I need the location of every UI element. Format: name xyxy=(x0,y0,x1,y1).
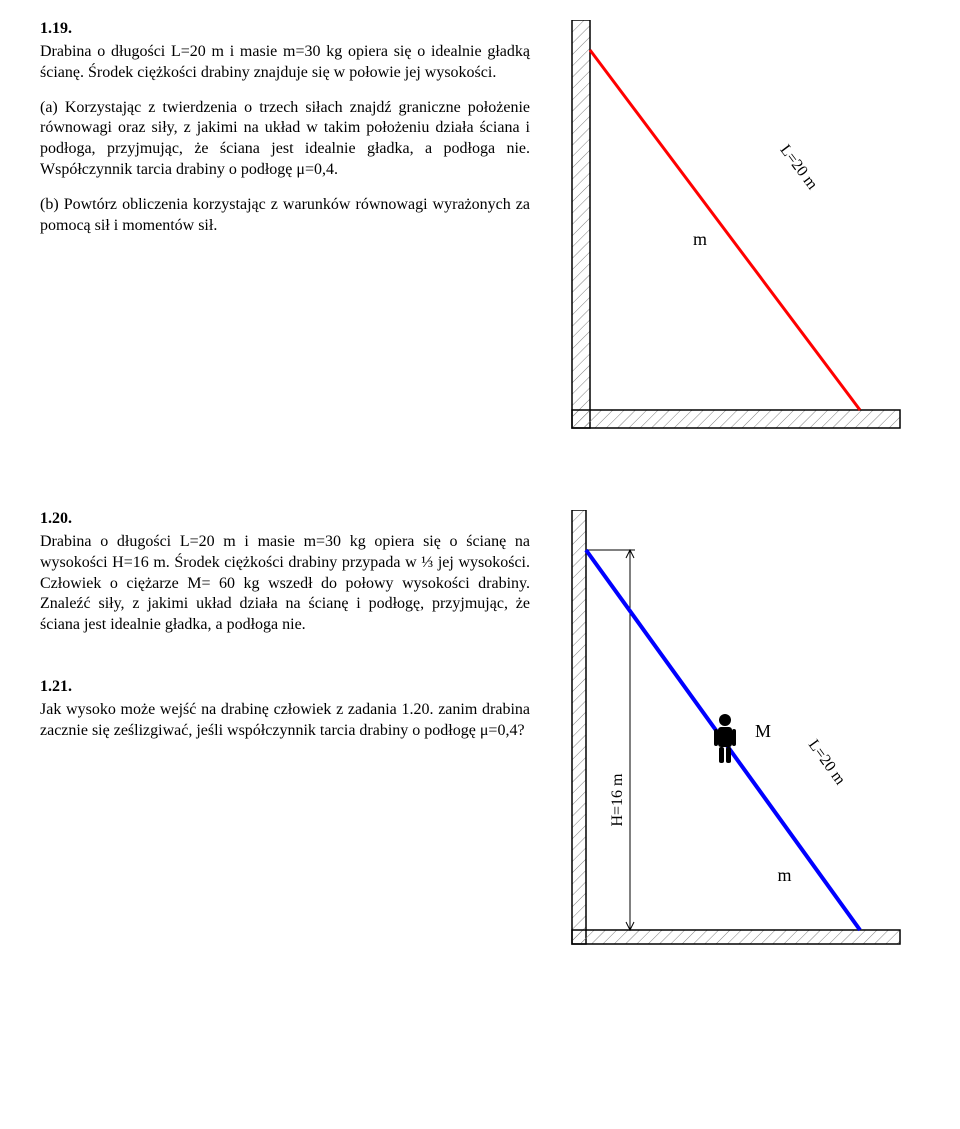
figure-1-20-svg: H=16 m M m L=20 m xyxy=(550,510,910,970)
problem-part-a: (a) Korzystając z twierdzenia o trzech s… xyxy=(40,98,530,181)
svg-text:L=20 m: L=20 m xyxy=(776,142,821,194)
problem-1-20-text: Drabina o długości L=20 m i masie m=30 k… xyxy=(40,532,530,636)
problem-1-21-text: Jak wysoko może wejść na drabinę człowie… xyxy=(40,700,530,742)
figure-1-19: m L=20 m xyxy=(550,20,910,450)
figure-1-20: H=16 m M m L=20 m xyxy=(550,510,910,970)
problem-intro: Drabina o długości L=20 m i masie m=30 k… xyxy=(40,42,530,84)
problem-1-20-21: 1.20. Drabina o długości L=20 m i masie … xyxy=(40,510,920,970)
svg-text:L=20 m: L=20 m xyxy=(805,737,849,789)
problem-number: 1.21. xyxy=(40,678,530,696)
problem-1-19-text: 1.19. Drabina o długości L=20 m i masie … xyxy=(40,20,550,250)
problem-1-20-21-text: 1.20. Drabina o długości L=20 m i masie … xyxy=(40,510,550,756)
figure-1-19-svg: m L=20 m xyxy=(550,20,910,450)
problem-number: 1.20. xyxy=(40,510,530,528)
svg-text:m: m xyxy=(778,865,792,885)
svg-text:m: m xyxy=(693,229,707,249)
problem-part-b: (b) Powtórz obliczenia korzystając z war… xyxy=(40,195,530,237)
svg-text:H=16 m: H=16 m xyxy=(609,773,626,827)
problem-1-19: 1.19. Drabina o długości L=20 m i masie … xyxy=(40,20,920,450)
problem-number: 1.19. xyxy=(40,20,530,38)
svg-text:M: M xyxy=(755,721,771,741)
